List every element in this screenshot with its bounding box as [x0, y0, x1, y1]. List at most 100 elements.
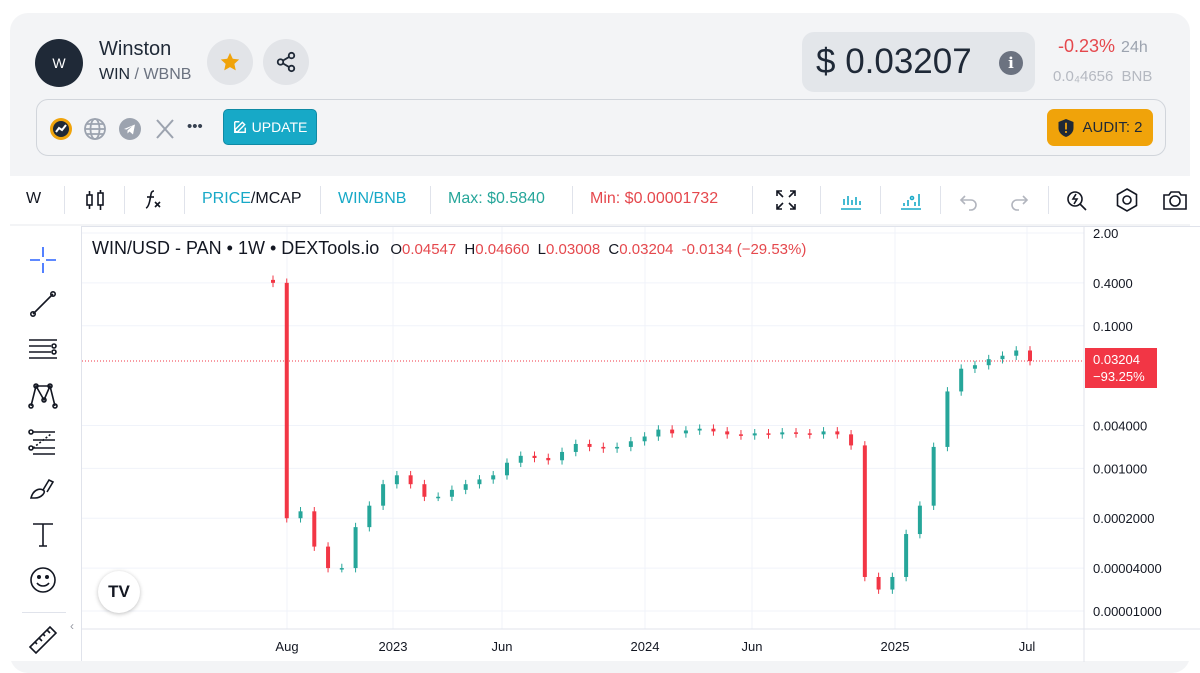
undo-icon[interactable]: [956, 187, 982, 213]
candle-body: [904, 534, 909, 577]
pattern-icon[interactable]: [27, 380, 59, 412]
candle-body: [422, 484, 427, 497]
trades-icon[interactable]: [898, 187, 924, 213]
update-button[interactable]: UPDATE: [223, 109, 317, 145]
telegram-icon[interactable]: [118, 117, 142, 141]
candle-body: [532, 455, 537, 458]
mcap-option[interactable]: MCAP: [255, 190, 302, 207]
price-usd: $ 0.03207 i: [802, 32, 1035, 92]
price-mcap-toggle[interactable]: PRICE/MCAP: [202, 190, 302, 208]
share-button[interactable]: [263, 39, 309, 85]
token-symbol: WIN: [99, 66, 131, 83]
candle-body: [284, 282, 289, 519]
divider: [184, 186, 185, 214]
chart-area[interactable]: 2.00 0.4000 0.1000 0.004000 0.001000 0.000200…: [0, 226, 1200, 662]
info-icon[interactable]: i: [999, 51, 1023, 75]
candle-body: [959, 368, 964, 392]
candle-body: [835, 431, 840, 435]
candle-body: [367, 505, 372, 528]
candle-body: [752, 433, 757, 436]
star-icon: [220, 52, 240, 71]
volume-bars-icon[interactable]: [838, 187, 864, 213]
candle-body: [656, 429, 661, 437]
fib-icon[interactable]: [27, 426, 59, 458]
tradingview-logo[interactable]: TV: [98, 571, 140, 613]
price-option[interactable]: PRICE: [202, 190, 251, 207]
more-links-icon[interactable]: •••: [187, 118, 203, 135]
candle-body: [587, 443, 592, 447]
candle-body: [449, 489, 454, 497]
interval-selector[interactable]: W: [26, 190, 42, 207]
indicators-icon[interactable]: [140, 187, 166, 213]
price-chart[interactable]: 2.00 0.4000 0.1000 0.004000 0.001000 0.000200…: [0, 227, 1200, 662]
candle-body: [436, 496, 441, 499]
y-tick-label: 0.0002000: [1093, 511, 1154, 526]
max-price: Max: $0.5840: [448, 190, 545, 207]
horizontal-lines-icon[interactable]: [27, 334, 59, 366]
x-tick-label: 2025: [881, 639, 910, 654]
redo-icon[interactable]: [1006, 187, 1032, 213]
candle-body: [628, 441, 633, 447]
candle-body: [697, 428, 702, 431]
token-name: Winston: [99, 38, 172, 60]
candle-body: [876, 576, 881, 590]
candle-body: [1014, 350, 1019, 356]
favorite-button[interactable]: [207, 39, 253, 85]
website-icon[interactable]: [83, 117, 107, 141]
pair-toggle[interactable]: WIN/BNB: [338, 190, 407, 207]
chart-legend: WIN/USD - PAN • 1W • DEXTools.io O0.0454…: [92, 238, 806, 259]
x-tick-label: 2024: [631, 639, 660, 654]
change-value: -0.23%: [1058, 36, 1116, 56]
ruler-icon[interactable]: [27, 624, 59, 656]
audit-button[interactable]: AUDIT: 2: [1047, 109, 1153, 146]
x-tick-label: Jul: [1019, 639, 1036, 654]
y-tick-label: 0.001000: [1093, 461, 1147, 476]
divider: [64, 186, 65, 214]
drawing-tools-sidebar: ‹: [0, 226, 82, 661]
candle-body: [780, 432, 785, 435]
divider: [752, 186, 753, 214]
candle-body: [849, 434, 854, 446]
candle-body: [711, 428, 716, 432]
bnb-value: 0.0₄4656: [1053, 68, 1114, 85]
brush-icon[interactable]: [27, 472, 59, 504]
x-tick-label: 2023: [379, 639, 408, 654]
tools-divider: [22, 612, 66, 613]
camera-icon[interactable]: [1162, 187, 1188, 213]
collapse-icon[interactable]: ‹: [70, 619, 74, 633]
candle-body: [353, 527, 358, 569]
candle-body: [408, 475, 413, 485]
open-label: O: [390, 241, 403, 258]
y-tick-label: 0.00004000: [1093, 561, 1162, 576]
quick-search-icon[interactable]: [1064, 187, 1090, 213]
price-value: $ 0.03207: [816, 42, 972, 81]
divider: [880, 186, 881, 214]
close-label: C: [608, 241, 620, 258]
shield-alert-icon: [1058, 118, 1074, 137]
low-value: 0.03008: [546, 241, 601, 258]
token-pair: WIN / WBNB: [99, 66, 191, 84]
current-pct: −93.25%: [1093, 369, 1145, 384]
emoji-icon[interactable]: [27, 564, 59, 596]
crosshair-icon[interactable]: [27, 244, 59, 276]
settings-icon[interactable]: [1114, 187, 1140, 213]
divider: [320, 186, 321, 214]
trend-line-icon[interactable]: [27, 288, 59, 320]
candles-icon[interactable]: [82, 187, 108, 213]
avatar: W: [35, 39, 83, 87]
candle-body: [560, 451, 565, 461]
dextools-icon[interactable]: [49, 117, 73, 141]
text-icon[interactable]: [27, 518, 59, 550]
y-tick-label: 0.1000: [1093, 319, 1133, 334]
candle-body: [491, 475, 496, 480]
y-tick-label: 2.00: [1093, 227, 1118, 241]
y-tick-label: 0.00001000: [1093, 604, 1162, 619]
y-tick-label: 0.4000: [1093, 276, 1133, 291]
fullscreen-icon[interactable]: [773, 187, 799, 213]
x-icon[interactable]: [153, 117, 177, 141]
min-price: Min: $0.00001732: [590, 190, 719, 207]
candle-body: [271, 279, 275, 283]
x-tick-label: Jun: [742, 639, 763, 654]
candle-body: [601, 446, 606, 449]
divider: [430, 186, 431, 214]
